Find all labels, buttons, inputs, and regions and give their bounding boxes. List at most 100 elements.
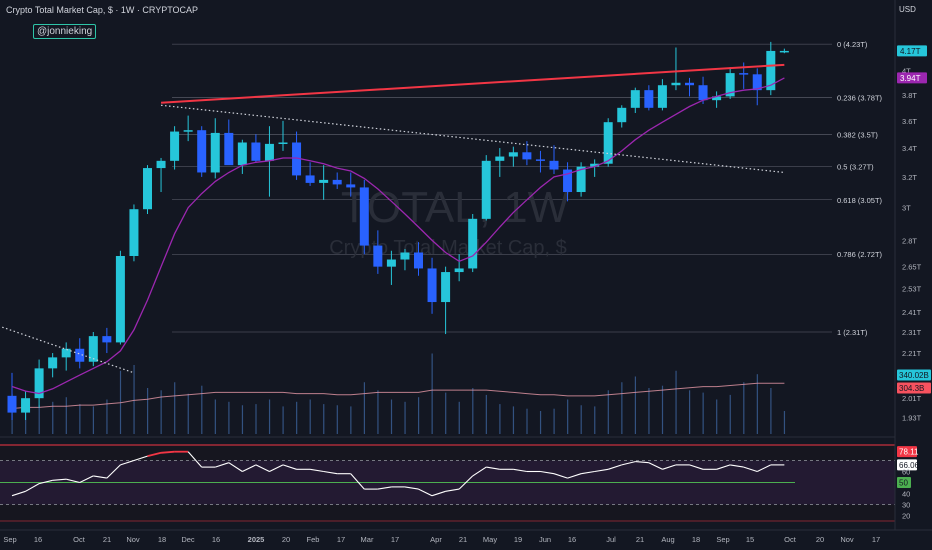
volume-bar xyxy=(472,388,474,434)
candle-body xyxy=(617,107,627,123)
volume-bar xyxy=(485,394,487,434)
rsi-segment xyxy=(120,459,135,466)
rsi-segment xyxy=(418,488,433,497)
rsi-segment xyxy=(66,478,80,484)
rsi-segment xyxy=(648,462,663,470)
candle-body xyxy=(644,90,654,108)
time-tick-label: Nov xyxy=(126,535,140,544)
price-axis-background xyxy=(895,0,932,550)
price-tick-label: 3T xyxy=(902,204,911,213)
volume-bar xyxy=(201,385,203,434)
volume-bar xyxy=(675,370,677,434)
time-tick-label: Aug xyxy=(661,535,674,544)
currency-button[interactable]: USD xyxy=(899,5,916,14)
fib-level-label: 0 (4.23T) xyxy=(837,40,868,49)
resistance-trendline xyxy=(160,63,785,104)
ma-price-tag: 3.94T xyxy=(900,74,921,83)
time-tick-label: 19 xyxy=(514,535,522,544)
candle-body xyxy=(400,252,410,260)
volume-bar xyxy=(228,401,230,434)
volume-bar xyxy=(594,406,596,434)
watermark-symbol: TOTAL, 1W xyxy=(341,183,570,232)
candle-body xyxy=(725,73,735,97)
candle-body xyxy=(183,130,193,132)
candle-body xyxy=(386,259,396,267)
volume-bar xyxy=(729,394,731,434)
volume-bar xyxy=(268,399,271,434)
volume-bar xyxy=(512,406,515,434)
time-tick-label: 17 xyxy=(391,535,399,544)
price-tick-label: 3.6T xyxy=(902,117,917,126)
fib-level-label: 0.618 (3.05T) xyxy=(837,196,883,205)
price-axis[interactable]: 4.2T4T3.8T3.6T3.4T3.2T3T2.8T2.65T2.53T2.… xyxy=(894,0,932,550)
time-tick-label: May xyxy=(483,535,497,544)
volume-bar xyxy=(499,404,501,434)
candle-body xyxy=(359,187,369,246)
candle-body xyxy=(129,209,139,256)
time-tick-label: 20 xyxy=(816,535,824,544)
price-tick-label: 1.93T xyxy=(902,414,922,423)
time-tick-label: 16 xyxy=(212,535,220,544)
rsi-max-tag: 78.11 xyxy=(899,448,919,457)
time-tick-label: Feb xyxy=(307,535,320,544)
volume-bar xyxy=(214,399,216,434)
time-tick-label: Oct xyxy=(73,535,86,544)
candle-body xyxy=(522,152,532,160)
rsi-max-tag-bg xyxy=(897,446,917,458)
volume-bar xyxy=(147,388,149,434)
volume-ma-tag: 340.02B xyxy=(899,371,929,380)
dotted-trendline xyxy=(160,104,785,174)
volume-bar xyxy=(526,408,528,434)
rsi-segment xyxy=(635,461,649,464)
rsi-tick-label: 30 xyxy=(902,501,910,510)
rsi-segment xyxy=(689,464,704,470)
candle-body xyxy=(75,348,85,362)
volume-ma-tag-bg xyxy=(897,369,931,381)
fib-levels: 0 (4.23T) 0.236 (3.78T) 0.382 (3.5T) 0.5 (3… xyxy=(172,40,883,337)
volume-bar xyxy=(92,406,94,434)
volume-bar xyxy=(65,397,67,434)
time-tick-label: 15 xyxy=(746,535,754,544)
time-tick-label: Sep xyxy=(3,535,16,544)
overlays xyxy=(0,63,785,395)
volume-bar xyxy=(539,411,542,434)
watermark-name: Crypto Total Market Cap, $ xyxy=(329,237,567,259)
time-tick-label: Mar xyxy=(361,535,374,544)
candle-body xyxy=(414,252,423,269)
time-tick-label: 16 xyxy=(34,535,42,544)
volume-bar xyxy=(133,365,135,434)
candle-body xyxy=(685,82,694,86)
rsi-segment xyxy=(594,468,609,473)
volume-bar xyxy=(79,404,81,434)
ma-price-tag-bg xyxy=(897,72,927,84)
rsi-segment xyxy=(215,462,229,468)
candle-body xyxy=(766,50,776,91)
volume-bar xyxy=(255,404,257,434)
rsi-segment xyxy=(79,475,94,483)
candle-body xyxy=(630,90,640,108)
rsi-mid-tag: 50 xyxy=(899,479,908,488)
time-tick-label: Jul xyxy=(606,535,616,544)
candle-body xyxy=(278,142,288,144)
candles xyxy=(7,41,789,420)
rsi-segment xyxy=(228,462,243,472)
candle-body xyxy=(752,74,762,91)
candle-body xyxy=(305,175,315,183)
candle-body xyxy=(468,218,478,269)
rsi-segment xyxy=(540,470,555,475)
volume-bar xyxy=(241,405,244,434)
price-tick-label: 2.01T xyxy=(902,394,922,403)
time-tick-label: Oct xyxy=(784,535,797,544)
rsi-segment xyxy=(730,464,744,468)
fib-level-label: 0.786 (2.72T) xyxy=(837,250,883,259)
rsi-segment xyxy=(350,473,365,490)
volume-bar xyxy=(174,382,176,434)
time-tick-label: 21 xyxy=(459,535,467,544)
volume-last-tag-bg xyxy=(897,382,931,394)
candle-body xyxy=(292,142,302,176)
time-axis[interactable]: Sep 16 Oct 21 Nov 18 Dec 16 2025 20 Feb 17 Mar 17 Apr 2… xyxy=(0,529,932,544)
volume-bar xyxy=(431,353,433,434)
rsi-segment xyxy=(662,464,677,470)
volume-bar xyxy=(770,388,772,434)
